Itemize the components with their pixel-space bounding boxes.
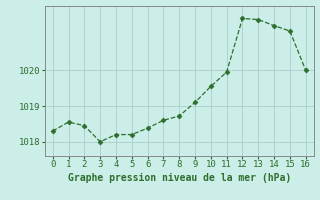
X-axis label: Graphe pression niveau de la mer (hPa): Graphe pression niveau de la mer (hPa) (68, 173, 291, 183)
